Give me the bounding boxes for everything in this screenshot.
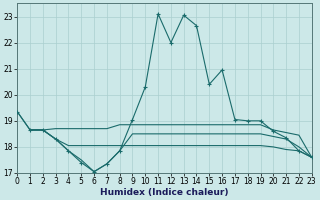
X-axis label: Humidex (Indice chaleur): Humidex (Indice chaleur) [100, 188, 229, 197]
